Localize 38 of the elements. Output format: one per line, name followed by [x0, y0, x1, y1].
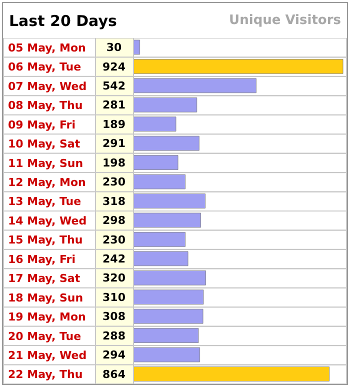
data-label: 230 [102, 233, 126, 246]
data-label: 242 [102, 252, 126, 266]
data-label: 864 [102, 368, 126, 381]
y-tick-label: 07 May, Wed [8, 80, 87, 93]
y-tick-label: 08 May, Thu [8, 99, 83, 112]
y-tick-label: 20 May, Tue [8, 330, 82, 343]
data-label: 320 [102, 272, 126, 285]
data-label: 310 [102, 290, 126, 304]
data-label: 294 [102, 348, 126, 362]
data-label: 189 [102, 118, 126, 131]
y-tick-label: 21 May, Wed [8, 349, 87, 362]
data-label: 230 [102, 176, 126, 189]
data-label: 318 [102, 194, 126, 208]
y-tick-label: 22 May, Thu [8, 368, 83, 382]
y-tick-label: 15 May, Thu [8, 234, 83, 247]
y-tick-label: 11 May, Sun [8, 156, 84, 170]
y-tick-label: 14 May, Wed [8, 214, 87, 228]
data-label: 298 [102, 214, 126, 228]
data-label: 308 [102, 310, 126, 324]
y-tick-label: 12 May, Mon [8, 176, 86, 190]
y-tick-label: 06 May, Tue [8, 60, 82, 74]
data-label: 281 [102, 98, 126, 112]
chart-title: Last 20 Days [9, 12, 117, 30]
y-tick-label: 05 May, Mon [8, 41, 86, 54]
y-tick-label: 09 May, Fri [8, 118, 76, 132]
y-tick-label: 16 May, Fri [8, 252, 76, 266]
y-tick-label: 18 May, Sun [8, 291, 84, 304]
y-tick-label: 10 May, Sat [8, 138, 80, 151]
y-tick-label: 17 May, Sat [8, 272, 80, 286]
data-label: 924 [102, 60, 126, 74]
data-label: 198 [102, 156, 126, 170]
data-label: 291 [102, 137, 126, 150]
y-tick-label: 13 May, Tue [8, 195, 82, 208]
data-label: 288 [102, 329, 126, 342]
data-label: 542 [102, 80, 126, 93]
data-label: 30 [106, 41, 122, 54]
y-tick-label: 19 May, Mon [8, 310, 86, 324]
chart-subtitle: Unique Visitors [229, 13, 341, 28]
